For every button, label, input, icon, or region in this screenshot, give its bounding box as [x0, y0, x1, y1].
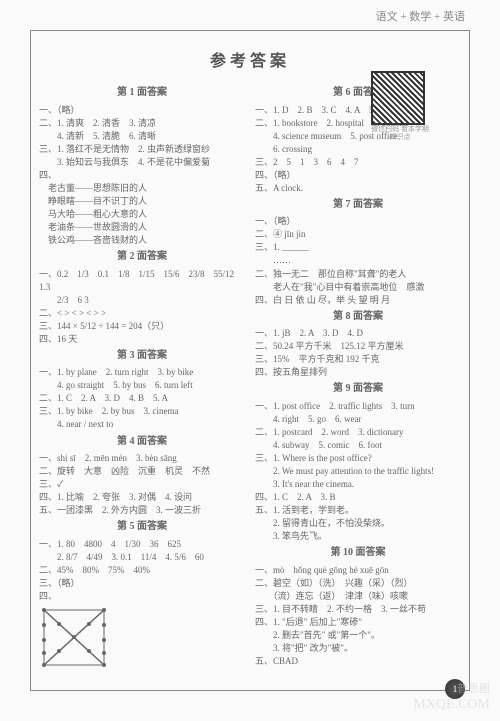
answer-line: 4. subway 5. comic 6. foot	[255, 439, 461, 452]
answer-line: 3. 笨鸟先飞。	[255, 530, 461, 543]
answer-line: 一、1. D 2. B 3. C 4. A 5. C	[255, 104, 461, 117]
answer-line: 4. science museum 5. post office	[255, 130, 461, 143]
answer-line: 三、15% 平方千克和 192 千克	[255, 353, 461, 366]
right-column: 第 6 面答案 一、1. D 2. B 3. C 4. A 5. C二、1. b…	[255, 83, 461, 673]
answer-line: 老油条——世故圆滑的人	[39, 221, 245, 234]
answer-line: 睁眼瞎——目不识丁的人	[39, 195, 245, 208]
sec-6-h: 第 6 面答案	[255, 86, 461, 101]
answer-line: 二、45% 80% 75% 40%	[39, 564, 245, 577]
content-frame: 微信扫码 看本学期知识点 参考答案 第 1 面答案 一、（略）二、1. 清爽 2…	[30, 30, 470, 691]
watermark-2: MXQE.COM	[413, 697, 490, 713]
answer-line: 一、1. jB 2. A 3. D 4. D	[255, 327, 461, 340]
answer-line: 四、1. 比喻 2. 夸张 3. 对偶 4. 设问	[39, 491, 245, 504]
answer-line: 马大哈——粗心大意的人	[39, 208, 245, 221]
sec-4-h: 第 4 面答案	[39, 435, 245, 450]
columns: 第 1 面答案 一、（略）二、1. 清爽 2. 清香 3. 清凉 4. 清新 5…	[39, 83, 461, 673]
answer-line: 五、一团漆黑 2. 外方内圆 3. 一波三折	[39, 504, 245, 517]
sec-5-h: 第 5 面答案	[39, 520, 245, 535]
answer-line: 二、1. postcard 2. word 3. dictionary	[255, 426, 461, 439]
answer-line: 三、1. ______	[255, 241, 461, 254]
answer-line: （流）连忘（返） 津津（味）咳嗽	[255, 590, 461, 603]
answer-line: 4. 清新 5. 清脆 6. 清晰	[39, 130, 245, 143]
answer-line: 二、50.24 平方千米 125.12 平方厘米	[255, 340, 461, 353]
sec-10-h: 第 10 面答案	[255, 546, 461, 561]
answer-line: 一、mò hǒng què gōng hè xuē gōn	[255, 564, 461, 577]
answer-line: 2. 留得青山在，不怕没柴烧。	[255, 517, 461, 530]
answer-line: 四、	[39, 169, 245, 182]
qr-icon	[371, 71, 425, 125]
answer-line: 四、16 天	[39, 333, 245, 346]
left-column: 第 1 面答案 一、（略）二、1. 清爽 2. 清香 3. 清凉 4. 清新 5…	[39, 83, 245, 673]
sec-8-h: 第 8 面答案	[255, 310, 461, 325]
answer-line: 三、✓	[39, 478, 245, 491]
answer-line: 3. It's near the cinema.	[255, 478, 461, 491]
header-text: 语文 + 数学 + 英语	[376, 8, 465, 24]
answer-line: 二、1. C 2. A 3. D 4. B 5. A	[39, 392, 245, 405]
answer-line: 五、A clock.	[255, 182, 461, 195]
answer-line: 铁公鸡——吝啬钱财的人	[39, 234, 245, 247]
answer-line: 三、1. Where is the post office?	[255, 452, 461, 465]
answer-line: 老古董——思想陈旧的人	[39, 182, 245, 195]
answer-line: 二、1. 清爽 2. 清香 3. 清凉	[39, 117, 245, 130]
answer-line: 四、按五角星排列	[255, 366, 461, 379]
sec-2-h: 第 2 面答案	[39, 250, 245, 265]
sec-9-h: 第 9 面答案	[255, 382, 461, 397]
answer-line: 二、独一无二 那位自称"耳聋"的老人	[255, 268, 461, 281]
answer-line: 3. 始知云与我俱东 4. 不是花中偏爱菊	[39, 156, 245, 169]
answer-line: 2. 8/7 4/49 3. 0.1 11/4 4. 5/6 60	[39, 551, 245, 564]
answer-line: 一、（略）	[39, 104, 245, 117]
qr-block: 微信扫码 看本学期知识点	[371, 71, 429, 129]
answer-line: 一、1. 80 4800 4 1/30 36 625	[39, 538, 245, 551]
answer-line: 一、1. by plane 2. turn right 3. by bike	[39, 366, 245, 379]
sec-3-h: 第 3 面答案	[39, 349, 245, 364]
answer-line: 4. go straight 5. by bus 6. turn left	[39, 379, 245, 392]
answer-line: 五、1. 活到老，学到老。	[255, 504, 461, 517]
page: 语文 + 数学 + 英语 微信扫码 看本学期知识点 参考答案 第 1 面答案 一…	[0, 0, 500, 721]
answer-line: 一、（略）	[255, 215, 461, 228]
answer-line: 6. crossing	[255, 143, 461, 156]
answer-line: 三、1. by bike 2. by bus 3. cinema	[39, 405, 245, 418]
answer-line: 三、1. 落红不是无情物 2. 虫声新透绿窗纱	[39, 143, 245, 156]
answer-line: 二、④ jīn jìn	[255, 228, 461, 241]
answer-line: 五、CBAD	[255, 655, 461, 668]
cross-diagram	[39, 605, 109, 670]
qr-caption: 微信扫码 看本学期知识点	[371, 126, 429, 141]
answer-line: 4. right 5. go 6. wear	[255, 413, 461, 426]
answer-line: 四、1. "后退" 后加上"寒碜"	[255, 616, 461, 629]
answer-line: 一、0.2 1/3 0.1 1/8 1/15 15/6 23/8 55/12 1…	[39, 268, 245, 294]
answer-line: 4. near / next to	[39, 418, 245, 431]
sec-1-h: 第 1 面答案	[39, 86, 245, 101]
answer-line: 三、144 × 5/12 ÷ 144 = 204（只）	[39, 320, 245, 333]
answer-line: 2/3 6 3	[39, 294, 245, 307]
answer-line: 三、2 5 1 3 6 4 7	[255, 156, 461, 169]
answer-line: 四、（略）	[255, 169, 461, 182]
answer-line: 2. 删去"首先" 或"第一个"。	[255, 629, 461, 642]
watermark-1: 普思图	[457, 680, 490, 696]
answer-line: 二、1. bookstore 2. hospital 3. cinema	[255, 117, 461, 130]
answer-line: 四、	[39, 590, 245, 603]
answer-line: 四、白 日 依 山 尽，举 头 望 明 月	[255, 294, 461, 307]
answer-line: 二、< > < > < > >	[39, 307, 245, 320]
answer-line: 二、碧空（如）（洗） 兴趣（采）（烈）	[255, 577, 461, 590]
answer-line: 一、1. post office 2. traffic lights 3. tu…	[255, 400, 461, 413]
answer-line: 三、（略）	[39, 577, 245, 590]
answer-line: 一、shí sī 2. mēn mén 3. bèn sāng	[39, 452, 245, 465]
answer-line: 3. 将"把" 改为"被"。	[255, 642, 461, 655]
answer-line: 三、1. 目不转睛 2. 不约一格 3. 一丝不苟	[255, 603, 461, 616]
answer-line: 老人在"我"心目中有着崇高地位 感激	[255, 281, 461, 294]
sec-7-h: 第 7 面答案	[255, 198, 461, 213]
answer-line: 四、1. C 2. A 3. B	[255, 491, 461, 504]
page-title: 参考答案	[39, 47, 461, 71]
answer-line: 2. We must pay attention to the traffic …	[255, 465, 461, 478]
answer-line: ……	[255, 254, 461, 267]
answer-line: 二、旋转 大意 凶险 沉重 机灵 不然	[39, 465, 245, 478]
